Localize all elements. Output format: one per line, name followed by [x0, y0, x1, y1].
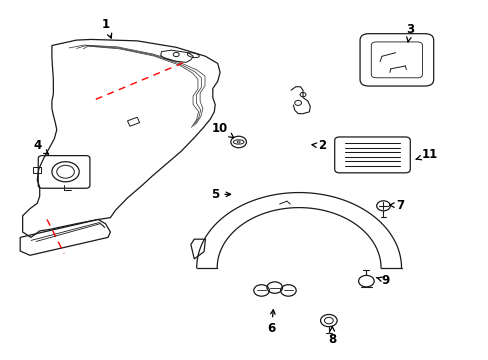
Text: 7: 7	[389, 199, 404, 212]
Text: 6: 6	[266, 310, 275, 335]
Text: 8: 8	[327, 327, 336, 346]
Text: 5: 5	[211, 188, 230, 201]
Text: 3: 3	[406, 23, 413, 42]
Text: 2: 2	[311, 139, 326, 152]
Text: 11: 11	[415, 148, 437, 161]
Text: 1: 1	[102, 18, 111, 38]
Text: 4: 4	[33, 139, 48, 154]
Text: 10: 10	[212, 122, 233, 138]
Text: 9: 9	[376, 274, 389, 287]
